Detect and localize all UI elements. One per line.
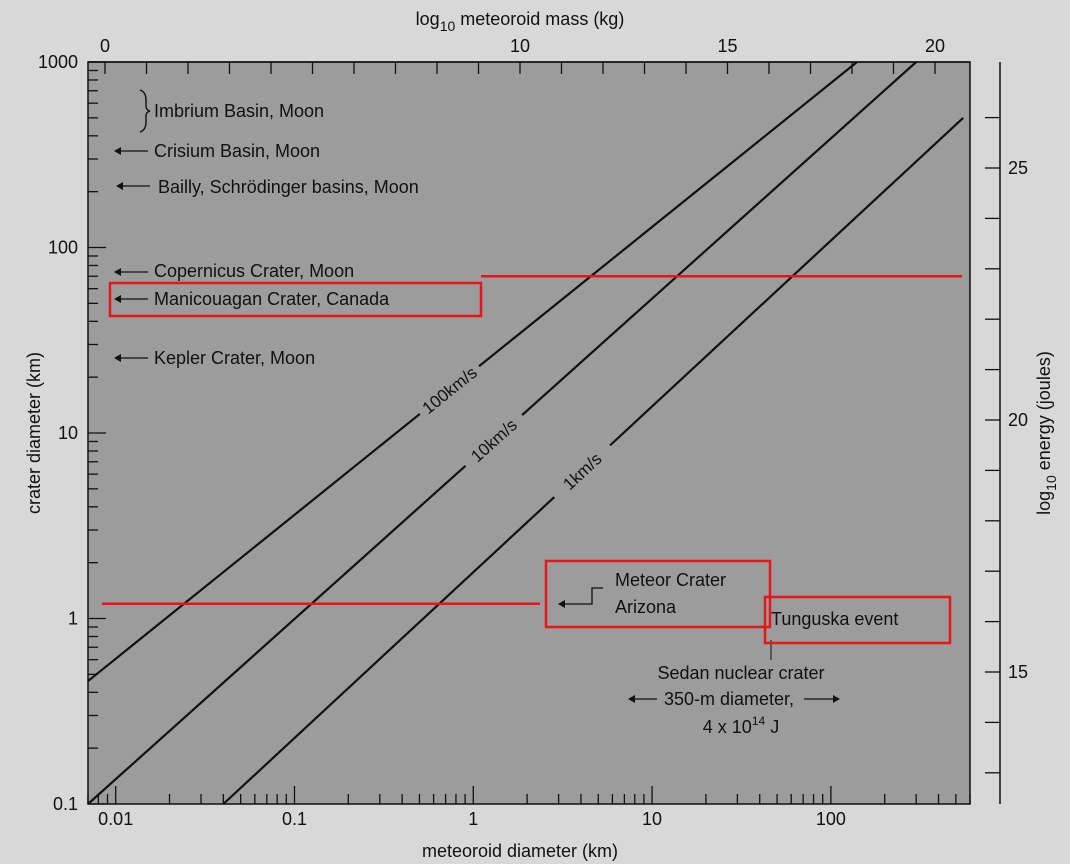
annotation-bailly: Bailly, Schrödinger basins, Moon bbox=[158, 177, 419, 197]
series-line bbox=[87, 464, 467, 805]
highlight-box-meteor-crater bbox=[544, 559, 772, 629]
arrowhead-sedan-left bbox=[628, 695, 635, 703]
highlight-box-manicouagan bbox=[108, 281, 483, 318]
annotation-imbrium: Imbrium Basin, Moon bbox=[154, 101, 324, 121]
arrowhead-meteor-crater bbox=[558, 600, 565, 608]
series-line bbox=[609, 117, 964, 447]
imbrium-brace bbox=[139, 89, 151, 133]
annotation-copernicus: Copernicus Crater, Moon bbox=[154, 261, 354, 281]
sedan-energy-exponent: 14 bbox=[752, 714, 766, 728]
sedan-energy-unit: J bbox=[765, 717, 779, 737]
right-axis-title: log10 energy (joules) bbox=[1034, 351, 1059, 515]
arrowhead-bailly bbox=[116, 182, 123, 190]
x-axis-title: meteoroid diameter (km) bbox=[422, 841, 618, 861]
right-axis-title-text: energy (joules) bbox=[1034, 351, 1054, 475]
x-axis-ticks: 0.01 0.1 1 10 100 bbox=[87, 786, 971, 829]
arrowhead-crisium bbox=[114, 147, 121, 155]
arrowhead-manicouagan bbox=[114, 295, 121, 303]
y-tick-label: 1000 bbox=[38, 52, 78, 72]
right-tick-label: 20 bbox=[1008, 410, 1028, 430]
annotation-arizona: Arizona bbox=[615, 597, 677, 617]
right-tick-label: 25 bbox=[1008, 158, 1028, 178]
x-tick-label: 10 bbox=[642, 809, 662, 829]
top-axis-title-prefix: log bbox=[416, 9, 440, 29]
top-axis-title: log10 meteoroid mass (kg) bbox=[416, 9, 625, 34]
annotation-manicouagan: Manicouagan Crater, Canada bbox=[154, 289, 390, 309]
right-axis-title-subscript: 10 bbox=[1043, 475, 1059, 491]
y-tick-label: 0.1 bbox=[53, 794, 78, 814]
top-tick-label: 15 bbox=[717, 36, 737, 56]
x-tick-label: 0.1 bbox=[282, 809, 307, 829]
y-tick-label: 100 bbox=[48, 238, 78, 258]
series-line bbox=[521, 61, 917, 416]
highlight-layer bbox=[102, 274, 962, 645]
highlight-box-tunguska bbox=[763, 595, 952, 645]
right-axis-title-prefix: log bbox=[1034, 491, 1054, 515]
top-tick-label: 0 bbox=[100, 36, 110, 56]
annotation-kepler: Kepler Crater, Moon bbox=[154, 348, 315, 368]
annotations-layer: Imbrium Basin, Moon Crisium Basin, Moon … bbox=[114, 89, 898, 737]
right-tick-label: 15 bbox=[1008, 662, 1028, 682]
top-tick-label: 10 bbox=[510, 36, 530, 56]
top-tick-label: 20 bbox=[925, 36, 945, 56]
arrowhead-kepler bbox=[114, 354, 121, 362]
series-line bbox=[87, 413, 421, 682]
annotation-meteor-crater: Meteor Crater bbox=[615, 570, 726, 590]
arrow-meteor-crater bbox=[562, 587, 603, 605]
y-tick-label: 10 bbox=[58, 423, 78, 443]
y-tick-label: 1 bbox=[68, 609, 78, 629]
y-axis-ticks: 0.1 1 10 100 1000 bbox=[38, 52, 106, 814]
series-line bbox=[478, 61, 858, 368]
arrowhead-sedan-right bbox=[833, 695, 840, 703]
annotation-tunguska: Tunguska event bbox=[771, 609, 898, 629]
y-axis-title: crater diameter (km) bbox=[24, 352, 44, 514]
x-tick-label: 0.01 bbox=[98, 809, 133, 829]
series-line bbox=[222, 496, 556, 805]
annotation-crisium: Crisium Basin, Moon bbox=[154, 141, 320, 161]
x-tick-label: 100 bbox=[816, 809, 846, 829]
sedan-energy-base: 4 x 10 bbox=[703, 717, 752, 737]
annotation-sedan-diameter: 350-m diameter, bbox=[664, 689, 794, 709]
top-axis-title-text: meteoroid mass (kg) bbox=[455, 9, 624, 29]
top-axis-ticks: 0 10 15 20 bbox=[100, 36, 945, 74]
annotation-sedan-energy: 4 x 1014 J bbox=[703, 714, 779, 737]
x-tick-label: 1 bbox=[468, 809, 478, 829]
plot-background bbox=[88, 62, 970, 804]
top-axis-title-subscript: 10 bbox=[440, 18, 456, 34]
right-axis-ticks: 15 20 25 bbox=[985, 116, 1028, 774]
annotation-sedan: Sedan nuclear crater bbox=[657, 663, 824, 683]
arrowhead-copernicus bbox=[114, 268, 121, 276]
